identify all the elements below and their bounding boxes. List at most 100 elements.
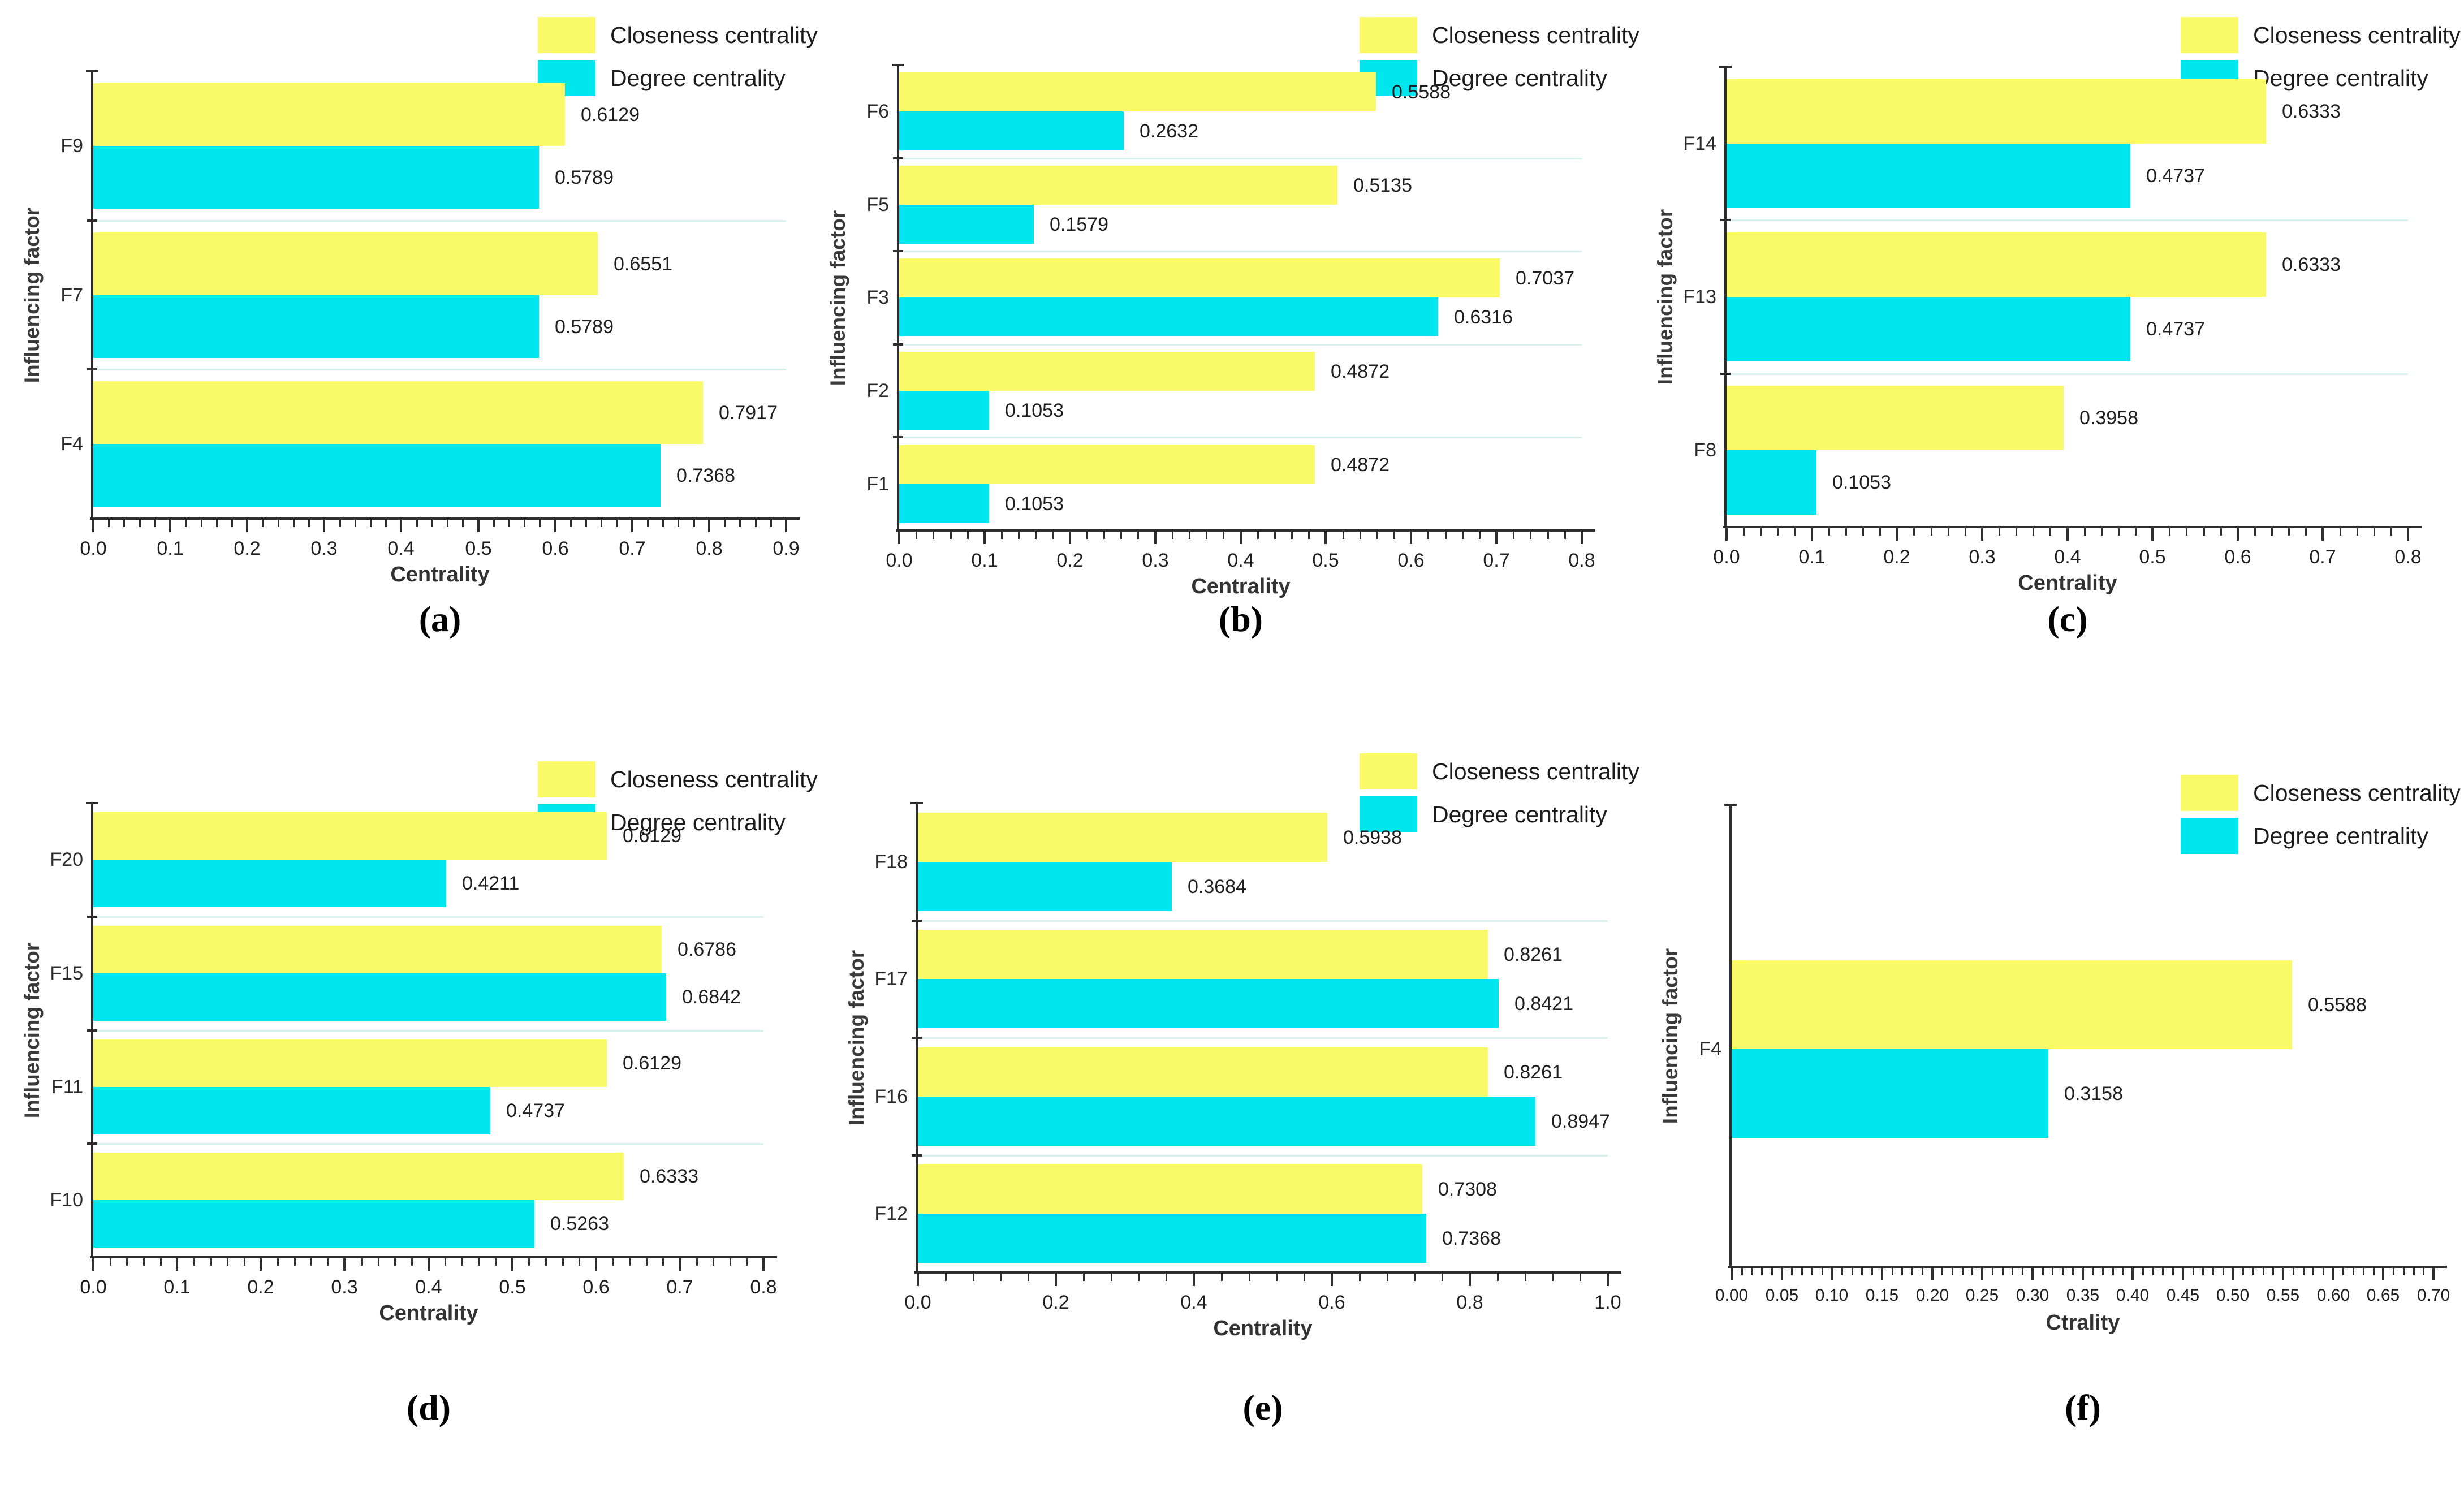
- group-separator-line: [918, 1037, 1608, 1039]
- x-minor-tick: [2186, 528, 2187, 536]
- x-minor-tick: [739, 520, 741, 527]
- panel-b: Closeness centrality Degree centrality Inf…: [821, 0, 1643, 747]
- x-minor-tick: [431, 520, 433, 527]
- x-axis-line: [896, 529, 1595, 532]
- caption-f: (f): [2065, 1387, 2101, 1427]
- x-minor-tick: [2223, 1268, 2224, 1275]
- category-label-F20: F20: [50, 849, 83, 870]
- x-major-tick: [2066, 528, 2069, 541]
- x-tick-label: 0.6: [582, 1276, 610, 1298]
- category-label-F7: F7: [61, 284, 83, 306]
- x-minor-tick: [2012, 1268, 2013, 1275]
- bar-closeness-F12: [918, 1164, 1422, 1214]
- x-minor-tick: [1999, 528, 2000, 536]
- bar-degree-F10: [93, 1200, 534, 1248]
- x-axis-title: Centrality: [1191, 575, 1291, 598]
- x-major-tick: [1193, 1274, 1195, 1286]
- x-tick-label: 0.4: [1227, 550, 1254, 571]
- x-minor-tick: [1841, 1268, 1843, 1275]
- x-minor-tick: [2293, 1268, 2294, 1275]
- y-axis-title: Influencing factor: [1659, 948, 1682, 1124]
- x-minor-tick: [2342, 1268, 2344, 1275]
- x-minor-tick: [2272, 1268, 2274, 1275]
- x-minor-tick: [1525, 1274, 1526, 1281]
- x-minor-tick: [579, 1258, 580, 1266]
- x-tick-label: 0.0: [886, 550, 913, 571]
- caption-c: (c): [2047, 599, 2088, 639]
- x-major-tick: [917, 1274, 919, 1286]
- value-label-closeness-F10: 0.6333: [640, 1166, 698, 1187]
- x-minor-tick: [143, 1258, 145, 1266]
- y-axis-line: [916, 803, 918, 1274]
- group-separator-line: [1727, 373, 2408, 375]
- x-minor-tick: [973, 1274, 974, 1281]
- x-minor-tick: [2202, 1268, 2204, 1275]
- value-label-degree-F9: 0.5789: [555, 167, 614, 188]
- x-major-tick: [1240, 532, 1242, 544]
- y-axis-line: [897, 65, 899, 532]
- x-major-tick: [323, 520, 325, 532]
- x-minor-tick: [2042, 1268, 2044, 1275]
- x-minor-tick: [310, 1258, 312, 1266]
- x-minor-tick: [1103, 532, 1105, 539]
- bar-degree-F18: [918, 862, 1172, 911]
- group-separator-line: [899, 344, 1582, 346]
- value-label-closeness-F16: 0.8261: [1504, 1062, 1563, 1083]
- x-major-tick: [1831, 1268, 1833, 1280]
- y-axis-top-tick: [86, 70, 98, 72]
- bar-closeness-F15: [93, 926, 662, 973]
- x-minor-tick: [1291, 532, 1293, 539]
- x-tick-label: 0.55: [2266, 1286, 2300, 1305]
- x-minor-tick: [616, 520, 618, 527]
- bar-degree-F16: [918, 1097, 1535, 1146]
- x-minor-tick: [1445, 532, 1447, 539]
- bar-degree-F13: [1727, 297, 2130, 361]
- x-minor-tick: [2403, 1268, 2405, 1275]
- x-minor-tick: [601, 520, 602, 527]
- value-label-degree-F18: 0.3684: [1188, 876, 1246, 898]
- x-tick-label: 0.1: [163, 1276, 191, 1298]
- bar-closeness-F16: [918, 1047, 1488, 1097]
- legend-swatch-closeness-icon: [538, 17, 595, 53]
- x-minor-tick: [2357, 528, 2358, 536]
- x-tick-label: 0.6: [1397, 550, 1425, 571]
- x-minor-tick: [2052, 1268, 2053, 1275]
- x-minor-tick: [231, 520, 233, 527]
- x-minor-tick: [2374, 528, 2375, 536]
- bar-closeness-F10: [93, 1153, 624, 1200]
- x-minor-tick: [755, 520, 757, 527]
- x-major-tick: [246, 520, 248, 532]
- x-minor-tick: [562, 1258, 564, 1266]
- x-minor-tick: [411, 1258, 413, 1266]
- x-minor-tick: [545, 1258, 547, 1266]
- bar-closeness-F5: [899, 166, 1337, 205]
- x-tick-label: 0.0: [1713, 546, 1740, 568]
- x-minor-tick: [1580, 1274, 1581, 1281]
- x-tick-label: 0.5: [2139, 546, 2166, 568]
- y-axis-top-tick: [910, 802, 923, 804]
- x-minor-tick: [110, 1258, 111, 1266]
- x-minor-tick: [2049, 528, 2051, 536]
- x-minor-tick: [1931, 528, 1932, 536]
- x-major-tick: [260, 1258, 262, 1271]
- value-label-closeness-F15: 0.6786: [678, 939, 736, 960]
- x-minor-tick: [1221, 1274, 1223, 1281]
- x-minor-tick: [662, 1258, 664, 1266]
- x-major-tick: [785, 520, 787, 532]
- legend: Closeness centrality Degree centrality: [1360, 753, 1639, 839]
- x-tick-label: 0.65: [2366, 1286, 2400, 1305]
- x-tick-label: 0.8: [750, 1276, 777, 1298]
- legend-item-closeness: Closeness centrality: [538, 761, 818, 797]
- x-minor-tick: [293, 520, 295, 527]
- x-minor-tick: [2016, 528, 2017, 536]
- x-minor-tick: [1852, 1268, 1853, 1275]
- x-tick-label: 0.7: [1483, 550, 1510, 571]
- x-minor-tick: [1771, 1268, 1773, 1275]
- plot-area-f: 0.5588 0.3158 F4 0.00 0.05 0.10 0.15 0.20 0.25 0.…: [1699, 804, 2450, 1305]
- legend-swatch-closeness-icon: [2181, 17, 2238, 53]
- x-minor-tick: [2203, 528, 2205, 536]
- x-minor-tick: [1052, 532, 1054, 539]
- value-label-degree-F15: 0.6842: [682, 986, 741, 1008]
- x-minor-tick: [1274, 532, 1276, 539]
- value-label-closeness-F13: 0.6333: [2282, 254, 2341, 275]
